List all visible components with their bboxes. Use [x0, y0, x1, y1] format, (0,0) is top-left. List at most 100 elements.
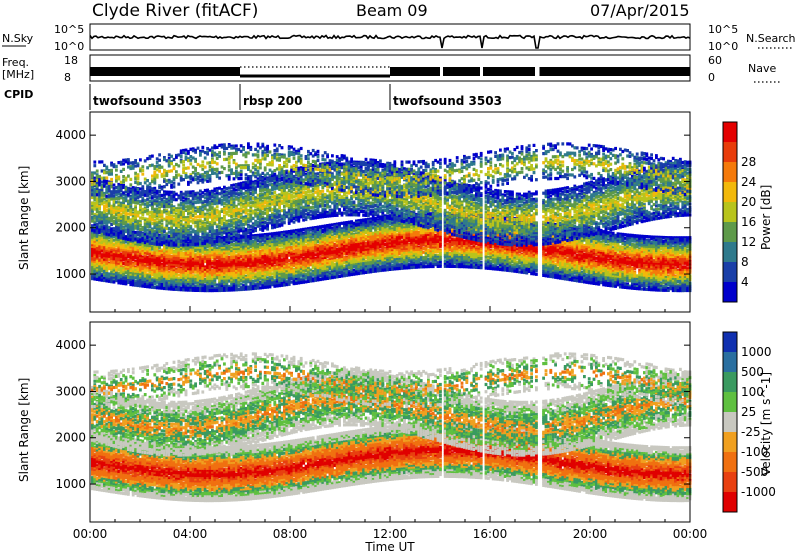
heatmap-cell [141, 169, 144, 172]
heatmap-cell [151, 197, 154, 200]
heatmap-cell [153, 195, 156, 198]
heatmap-cell [139, 240, 142, 243]
heatmap-cell [137, 182, 140, 185]
heatmap-cell [141, 213, 144, 216]
heatmap-cell [141, 165, 144, 168]
heatmap-cell [115, 279, 118, 282]
freq-right-tick-bottom: 0 [708, 71, 715, 84]
heatmap-cell [151, 286, 154, 289]
heatmap-cell [113, 211, 116, 214]
heatmap-cell [149, 157, 152, 160]
heatmap-cell [113, 194, 116, 197]
heatmap-cell [134, 181, 137, 184]
heatmap-cell [91, 193, 94, 196]
heatmap-cell [108, 233, 111, 236]
heatmap-cell [98, 278, 101, 281]
heatmap-cell [161, 243, 164, 246]
heatmap-cell [127, 162, 130, 165]
heatmap-cell [156, 168, 159, 171]
heatmap-cell [149, 200, 152, 203]
heatmap-cell [103, 164, 106, 167]
heatmap-cell [110, 234, 113, 237]
heatmap-cell [125, 160, 128, 163]
heatmap-cell [113, 233, 116, 236]
heatmap-cell [151, 180, 154, 183]
heatmap-cell [158, 170, 161, 173]
heatmap-cell [115, 197, 118, 200]
heatmap-cell [115, 190, 118, 193]
heatmap-cell [129, 161, 132, 164]
heatmap-cell [127, 232, 130, 235]
heatmap-cell [134, 227, 137, 230]
heatmap-cell [127, 220, 130, 223]
heatmap-cell [129, 213, 132, 216]
heatmap-cell [101, 250, 104, 253]
heatmap-cell [127, 193, 130, 196]
heatmap-cell [108, 182, 111, 185]
heatmap-cell [117, 161, 120, 164]
heatmap-cell [91, 229, 94, 232]
heatmap-cell [161, 287, 164, 290]
heatmap-cell [101, 160, 104, 163]
heatmap-cell [105, 279, 108, 282]
heatmap-cell [93, 161, 96, 164]
heatmap-cell [137, 196, 140, 199]
freq-label-line2: [MHz] [2, 68, 34, 81]
heatmap-cell [144, 210, 147, 213]
heatmap-cell [117, 197, 120, 200]
heatmap-cell [144, 159, 147, 162]
heatmap-cell [161, 187, 164, 190]
heatmap-cell [134, 192, 137, 195]
heatmap-cell [101, 169, 104, 172]
heatmap-cell [120, 194, 123, 197]
heatmap-cell [96, 193, 99, 196]
heatmap-cell [149, 196, 152, 199]
freq-band [540, 67, 691, 76]
heatmap-cell [132, 219, 135, 222]
heatmap-cell [161, 194, 164, 197]
heatmap-cell [158, 215, 161, 218]
freq-panel: Freq. [MHz] 18 8 60 0 Nave [2, 54, 780, 84]
heatmap-cell [120, 249, 123, 252]
heatmap-cell [134, 284, 137, 287]
heatmap-cell [141, 173, 144, 176]
heatmap-cell [132, 167, 135, 170]
heatmap-cell [122, 230, 125, 233]
heatmap-cell [122, 237, 125, 240]
heatmap-cell [141, 217, 144, 220]
heatmap-cell [103, 197, 106, 200]
heatmap-cell [122, 222, 125, 225]
heatmap-cell [115, 228, 118, 231]
heatmap-cell [137, 232, 140, 235]
heatmap-cell [151, 222, 154, 225]
heatmap-cell [146, 205, 149, 208]
heatmap-cell [132, 208, 135, 211]
heatmap-cell [120, 227, 123, 230]
heatmap-cell [134, 262, 137, 265]
noise-right-tick-top: 10^5 [708, 23, 738, 36]
heatmap-cell [122, 282, 125, 285]
heatmap-cell [108, 258, 111, 261]
freq-band [390, 67, 440, 76]
heatmap-cell [110, 223, 113, 226]
heatmap-cell [110, 194, 113, 197]
heatmap-cell [122, 262, 125, 265]
heatmap-cell [115, 186, 118, 189]
heatmap-cell [115, 233, 118, 236]
heatmap-cell [141, 239, 144, 242]
noise-sky-trace [90, 36, 690, 49]
heatmap-cell [125, 230, 128, 233]
heatmap-cell [151, 155, 154, 158]
station-title: Clyde River (fitACF) [92, 1, 258, 21]
heatmap-cell [96, 175, 99, 178]
heatmap-cell [161, 166, 164, 169]
heatmap-cell [115, 165, 118, 168]
heatmap-cell [98, 255, 101, 258]
heatmap-cell [132, 235, 135, 238]
heatmap-cell [134, 177, 137, 180]
heatmap-cell [101, 229, 104, 232]
heatmap-cell [141, 202, 144, 205]
heatmap-cell [153, 226, 156, 229]
heatmap-cell [91, 212, 94, 215]
heatmap-cell [149, 190, 152, 193]
